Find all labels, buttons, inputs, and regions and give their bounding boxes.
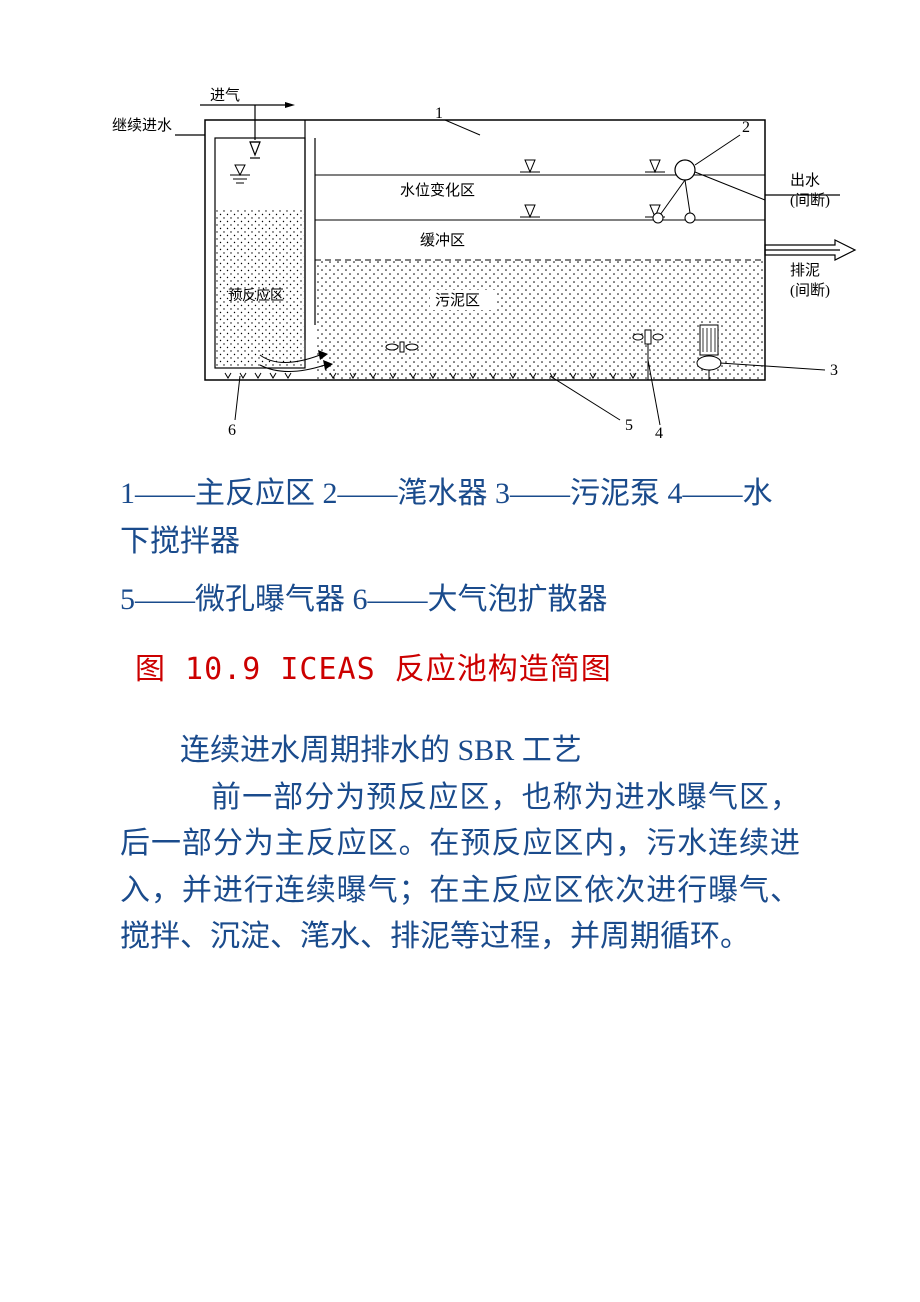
body-p2: 前一部分为预反应区，也称为进水曝气区，后一部分为主反应区。在预反应区内，污水连续… (120, 781, 800, 954)
label-pre-reaction: 预反应区 (228, 287, 284, 304)
label-outlet-water: 出水 (790, 172, 820, 189)
diagram-svg: 进气 继续进水 预反应区 水位变化区 (100, 80, 860, 440)
label-water-in: 继续进水 (112, 117, 172, 134)
label-outlet-water-note: (间断) (790, 192, 830, 209)
legend-line-1: 1——主反应区 2——滗水器 3——污泥泵 4——水下搅拌器 (100, 470, 820, 566)
body-p1: 连续进水周期排水的 SBR 工艺 (180, 734, 582, 767)
label-air-in: 进气 (210, 87, 240, 104)
label-sludge-zone: 污泥区 (435, 292, 480, 309)
callout-1: 1 (435, 105, 443, 122)
callout-3: 3 (830, 362, 838, 379)
label-sludge-discharge: 排泥 (790, 262, 820, 279)
legend-line-2: 5——微孔曝气器 6——大气泡扩散器 (100, 576, 820, 624)
label-water-level-zone: 水位变化区 (400, 182, 475, 199)
callout-5: 5 (625, 417, 633, 434)
label-sludge-discharge-note: (间断) (790, 282, 830, 299)
callout-6: 6 (228, 422, 236, 439)
callout-4: 4 (655, 425, 663, 440)
iceas-diagram: 进气 继续进水 预反应区 水位变化区 (100, 80, 860, 440)
body-paragraph: 连续进水周期排水的 SBR 工艺 前一部分为预反应区，也称为进水曝气区，后一部分… (100, 728, 820, 961)
label-buffer-zone: 缓冲区 (420, 232, 465, 249)
figure-title: 图 10.9 ICEAS 反应池构造简图 (100, 634, 820, 728)
callout-2: 2 (742, 119, 750, 136)
